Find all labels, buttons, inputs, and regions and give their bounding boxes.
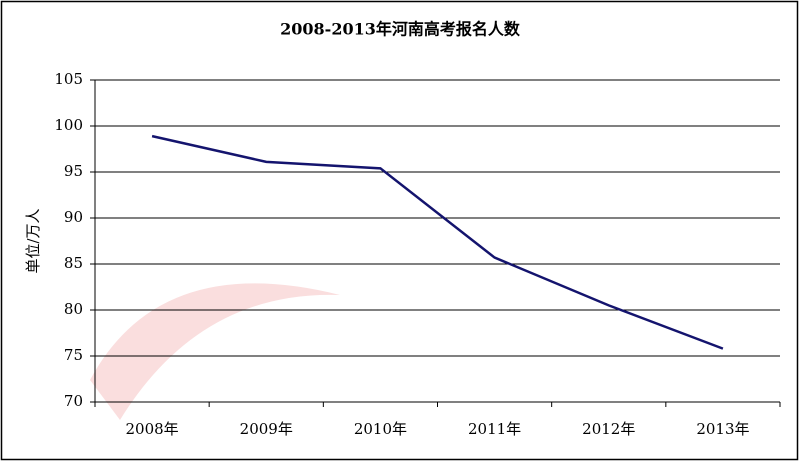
- watermark-swoosh: [90, 283, 340, 420]
- chart-title: 2008-2013年河南高考报名人数: [280, 20, 521, 39]
- y-tick-label: 85: [64, 254, 83, 272]
- y-tick-label: 95: [64, 162, 83, 180]
- y-tick-label: 80: [64, 300, 83, 318]
- y-axis-label: 单位/万人: [24, 208, 42, 273]
- y-tick-label: 100: [54, 116, 83, 134]
- y-tick-label: 105: [54, 70, 83, 88]
- y-tick-label: 90: [64, 208, 83, 226]
- y-tick-label: 70: [64, 392, 83, 410]
- data-line: [151, 134, 724, 350]
- y-tick-label: 75: [64, 346, 83, 364]
- x-tick-label: 2011年: [468, 420, 521, 438]
- x-tick-label: 2013年: [696, 420, 749, 438]
- x-tick-label: 2012年: [582, 420, 635, 438]
- x-tick-label: 2008年: [125, 420, 178, 438]
- x-tick-label: 2009年: [240, 420, 293, 438]
- x-tick-label: 2010年: [354, 420, 407, 438]
